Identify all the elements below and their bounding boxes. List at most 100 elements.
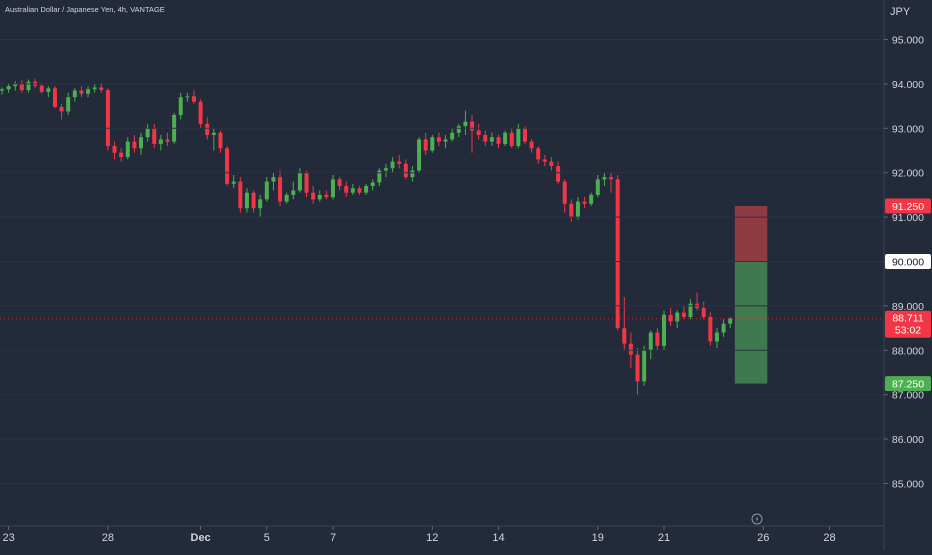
price-tick-label: 93.000 bbox=[892, 123, 924, 135]
candle-up bbox=[271, 172, 276, 191]
candle-up bbox=[158, 134, 163, 151]
candle-body bbox=[251, 192, 256, 209]
candle-down bbox=[225, 146, 230, 187]
candle-up bbox=[443, 134, 448, 149]
candle-down bbox=[549, 157, 554, 171]
candle-down bbox=[105, 88, 110, 151]
candle-up bbox=[463, 110, 468, 135]
candle-down bbox=[569, 199, 574, 222]
candle-up bbox=[284, 192, 289, 204]
candle-body bbox=[714, 332, 719, 342]
candle-up bbox=[26, 79, 31, 93]
candle-body bbox=[244, 192, 249, 209]
candle-down bbox=[344, 181, 349, 198]
candle-body bbox=[662, 314, 666, 346]
candle-body bbox=[503, 132, 508, 144]
candle-up bbox=[0, 87, 4, 95]
candle-up bbox=[602, 172, 607, 187]
candle-body bbox=[132, 141, 137, 149]
candle-down bbox=[52, 86, 57, 109]
candle-body bbox=[92, 87, 97, 90]
candle-body bbox=[450, 132, 455, 140]
candle-body bbox=[436, 137, 441, 142]
lightning-icon[interactable] bbox=[751, 513, 763, 525]
candle-body bbox=[211, 132, 216, 135]
svg-text:87.250: 87.250 bbox=[892, 379, 924, 391]
candle-up bbox=[244, 188, 249, 213]
symbol-title: Australian Dollar / Japanese Yen, 4h, VA… bbox=[5, 5, 165, 14]
candle-down bbox=[59, 103, 64, 120]
candle-down bbox=[19, 80, 24, 93]
candle-down bbox=[39, 83, 44, 94]
candle-down bbox=[278, 170, 283, 207]
short-position-tool[interactable] bbox=[734, 206, 768, 384]
candle-body bbox=[642, 350, 647, 382]
price-tick-label: 87.000 bbox=[892, 390, 924, 402]
time-tick-label: 23 bbox=[2, 532, 14, 544]
take-profit-badge: 87.250 bbox=[885, 376, 931, 392]
candle-body bbox=[79, 90, 84, 94]
candle-down bbox=[496, 134, 501, 149]
candle-body bbox=[331, 179, 335, 198]
candle-up bbox=[456, 123, 461, 138]
candle-down bbox=[708, 312, 713, 346]
candle-body bbox=[271, 177, 276, 182]
candle-body bbox=[456, 126, 461, 133]
candle-up bbox=[46, 86, 51, 98]
candle-up bbox=[503, 130, 508, 147]
candle-down bbox=[132, 134, 137, 153]
candle-up bbox=[258, 194, 263, 218]
candle-up bbox=[66, 92, 71, 115]
candle-up bbox=[86, 86, 91, 98]
candle-up bbox=[417, 137, 422, 173]
candle-body bbox=[66, 97, 71, 112]
candle-body bbox=[178, 97, 183, 115]
candle-body bbox=[6, 86, 11, 90]
candle-body bbox=[139, 137, 144, 149]
candle-body bbox=[19, 83, 24, 91]
candle-up bbox=[675, 310, 680, 329]
candle-body bbox=[344, 186, 349, 193]
candle-body bbox=[39, 85, 44, 92]
candle-down bbox=[615, 174, 620, 331]
candle-body bbox=[443, 139, 448, 142]
candle-down bbox=[436, 132, 441, 147]
candle-body bbox=[655, 332, 660, 346]
candle-up bbox=[364, 183, 369, 195]
candle-body bbox=[410, 170, 415, 178]
candle-body bbox=[536, 148, 541, 160]
candle-up bbox=[264, 177, 269, 202]
candle-body bbox=[417, 139, 422, 171]
candle-up bbox=[662, 310, 666, 351]
candle-body bbox=[470, 121, 475, 131]
candle-up bbox=[72, 88, 77, 102]
candle-body bbox=[635, 354, 640, 382]
candle-up bbox=[450, 128, 455, 142]
candle-down bbox=[582, 197, 587, 209]
take-profit-zone[interactable] bbox=[734, 261, 768, 384]
candle-up bbox=[145, 123, 150, 142]
candle-body bbox=[125, 141, 130, 158]
candle-down bbox=[357, 186, 362, 195]
price-tick-label: 85.000 bbox=[892, 478, 924, 490]
candle-body bbox=[622, 328, 627, 344]
time-axis[interactable]: 23 28 Dec 5 7 12 14 19 21 26 28 bbox=[2, 526, 836, 544]
candle-down bbox=[119, 148, 124, 162]
candle-series bbox=[0, 78, 733, 395]
candle-body bbox=[13, 83, 18, 87]
candle-body bbox=[701, 308, 706, 317]
candle-down bbox=[218, 130, 223, 153]
stop-loss-zone[interactable] bbox=[734, 206, 768, 262]
candle-body bbox=[589, 194, 594, 204]
candle-body bbox=[377, 170, 382, 183]
candle-up bbox=[331, 174, 335, 200]
candle-down bbox=[304, 170, 309, 198]
time-tick-label: 14 bbox=[492, 532, 504, 544]
time-tick-label: 7 bbox=[330, 532, 336, 544]
candle-body bbox=[46, 88, 51, 92]
candle-up bbox=[6, 83, 11, 93]
candle-body bbox=[483, 134, 488, 142]
svg-text:90.000: 90.000 bbox=[892, 257, 924, 269]
